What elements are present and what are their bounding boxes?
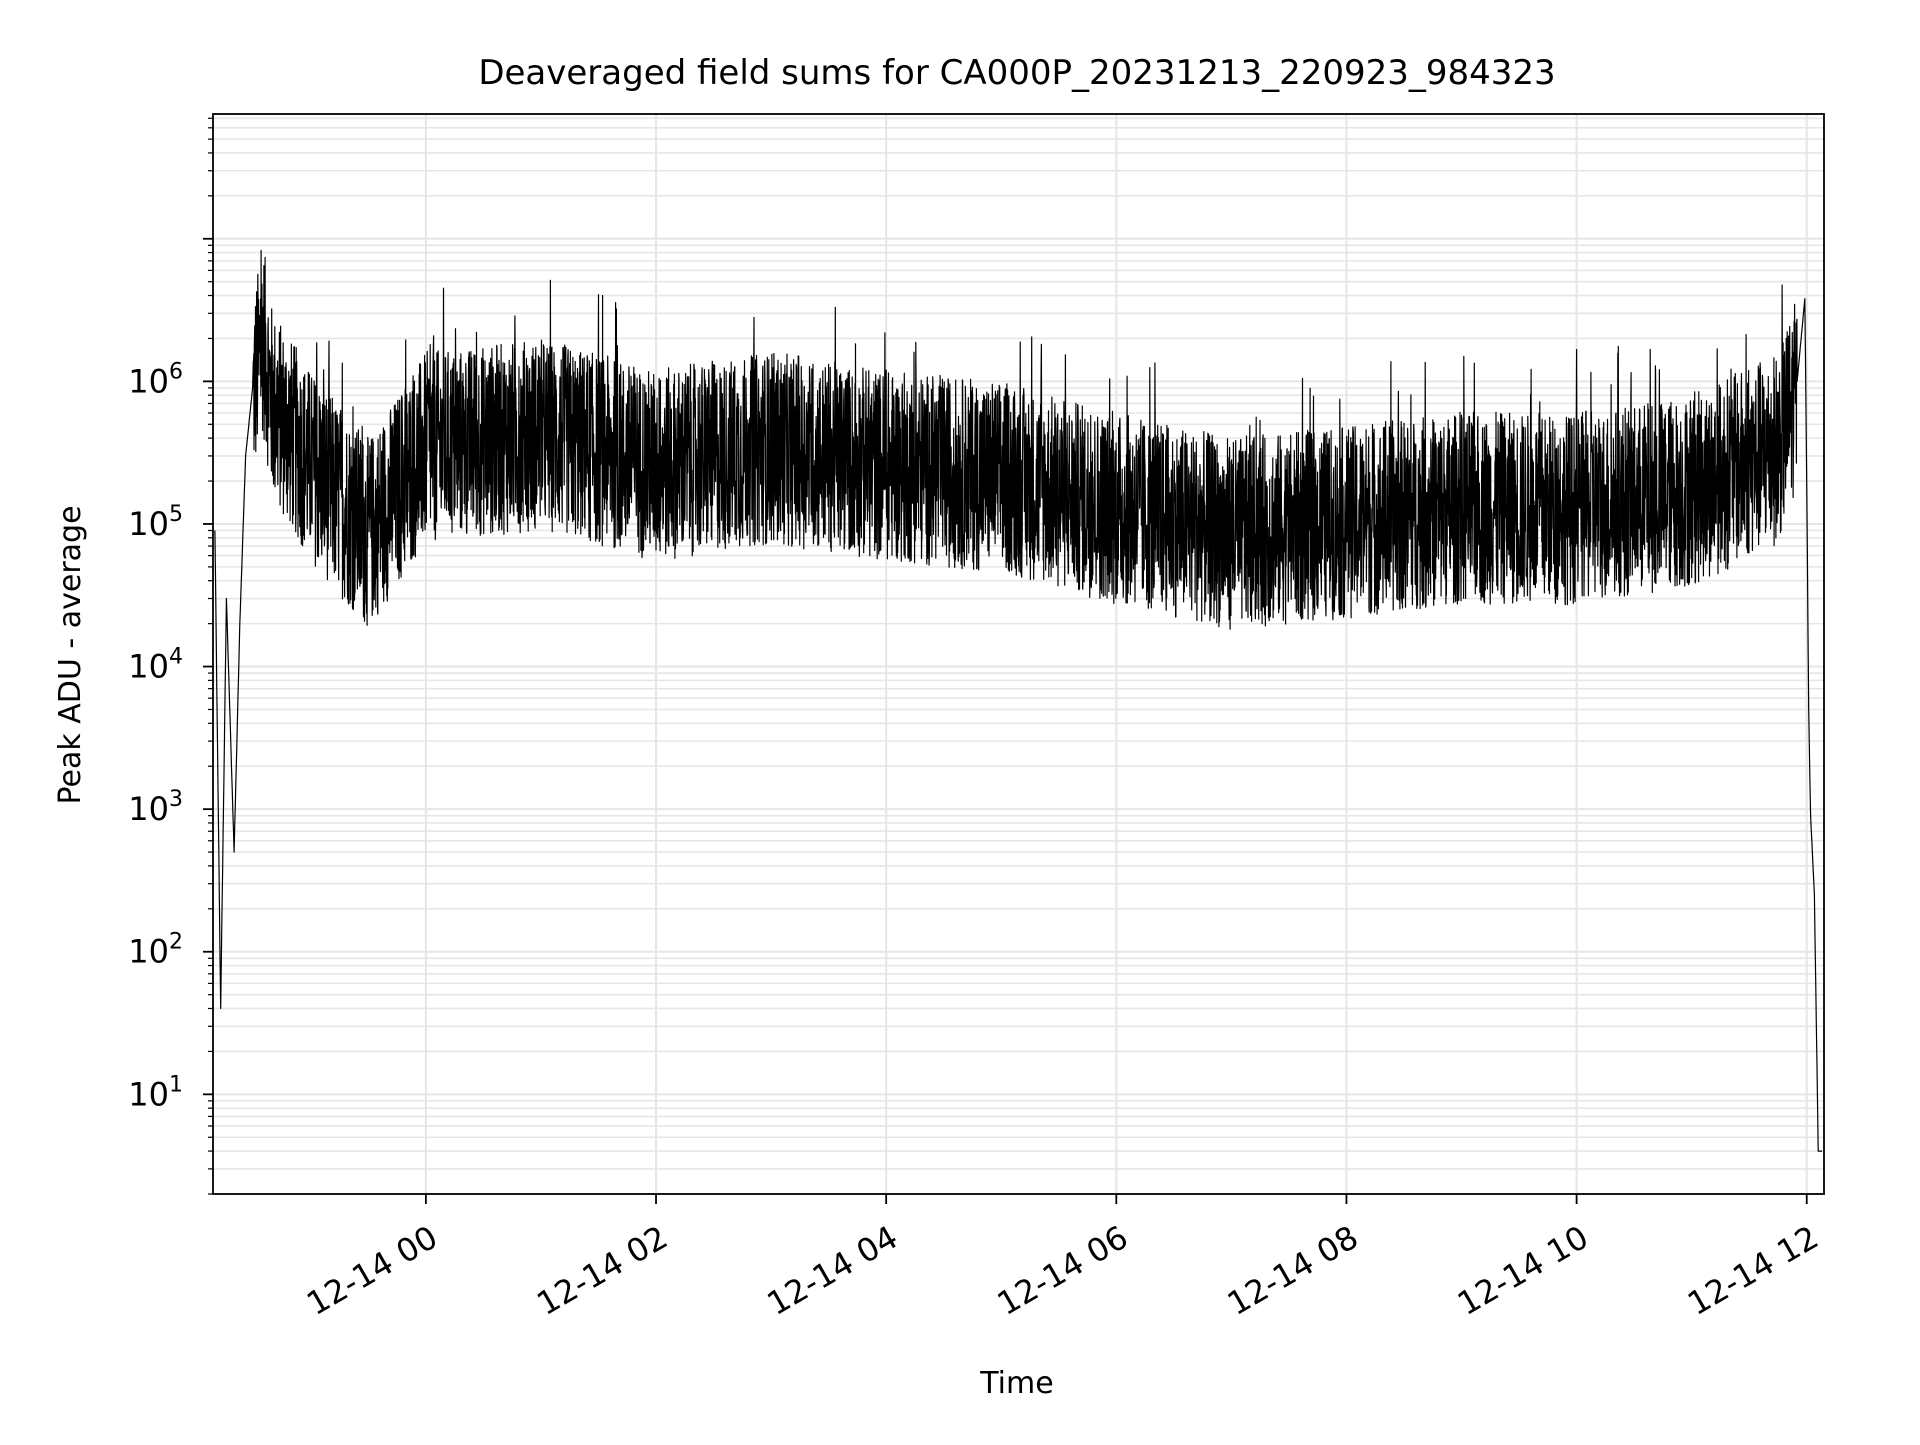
y-tick-label: 101 (128, 1072, 183, 1113)
y-tick-label-base: 10 (128, 790, 169, 828)
y-tick-label: 103 (128, 787, 183, 828)
y-tick-label: 106 (128, 359, 183, 400)
plot-frame (212, 113, 1825, 1195)
data-line (214, 249, 1823, 1152)
y-tick-label-exponent: 5 (169, 502, 183, 527)
y-tick-label: 104 (128, 645, 183, 686)
ticks (203, 117, 1808, 1204)
y-tick-label-base: 10 (128, 933, 169, 971)
y-tick-label-base: 10 (128, 505, 169, 543)
y-tick-label-exponent: 1 (169, 1072, 183, 1097)
y-tick-label-base: 10 (128, 1075, 169, 1113)
y-tick-label-exponent: 2 (169, 930, 183, 955)
x-axis-label: Time (979, 1366, 1053, 1401)
chart-title: Deaveraged field sums for CA000P_2023121… (478, 53, 1555, 93)
y-tick-label-exponent: 4 (169, 645, 183, 670)
y-tick-label-base: 10 (128, 362, 169, 400)
y-tick-label-exponent: 3 (169, 787, 183, 812)
y-tick-label-base: 10 (128, 648, 169, 686)
y-tick-label: 105 (128, 502, 183, 543)
y-axis-label: Peak ADU - average (53, 505, 88, 804)
data-line-layer (214, 249, 1823, 1152)
y-tick-label-exponent: 6 (169, 359, 183, 384)
y-tick-label: 102 (128, 930, 183, 971)
